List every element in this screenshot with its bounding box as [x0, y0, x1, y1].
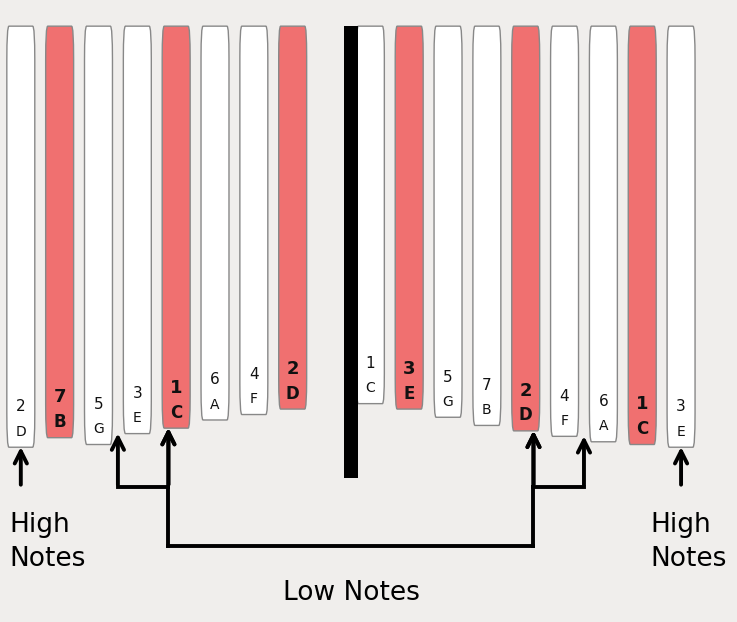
FancyBboxPatch shape: [357, 26, 384, 404]
Text: 7: 7: [53, 389, 66, 406]
Text: 6: 6: [210, 372, 220, 388]
Text: Notes: Notes: [9, 546, 85, 572]
Text: F: F: [561, 414, 568, 428]
FancyBboxPatch shape: [85, 26, 113, 445]
Bar: [343, 26, 358, 478]
FancyBboxPatch shape: [7, 26, 35, 447]
Text: B: B: [482, 403, 492, 417]
FancyBboxPatch shape: [628, 26, 656, 445]
Text: B: B: [53, 413, 66, 431]
Text: 3: 3: [676, 399, 686, 414]
Text: C: C: [366, 381, 375, 395]
Text: 1: 1: [170, 379, 183, 397]
Text: 2: 2: [520, 382, 532, 399]
Text: 3: 3: [133, 386, 142, 401]
Text: G: G: [443, 395, 453, 409]
Text: C: C: [636, 420, 649, 438]
Text: A: A: [598, 419, 608, 434]
Text: 1: 1: [636, 395, 649, 413]
Text: D: D: [286, 384, 299, 402]
FancyBboxPatch shape: [551, 26, 579, 436]
Text: E: E: [677, 425, 685, 439]
Text: G: G: [93, 422, 104, 436]
FancyBboxPatch shape: [667, 26, 695, 447]
FancyBboxPatch shape: [590, 26, 618, 442]
Text: 1: 1: [366, 356, 375, 371]
Text: E: E: [404, 384, 415, 402]
Text: 4: 4: [249, 367, 259, 382]
FancyBboxPatch shape: [162, 26, 190, 428]
Text: 5: 5: [94, 397, 103, 412]
Text: High: High: [650, 513, 710, 538]
FancyBboxPatch shape: [279, 26, 307, 409]
FancyBboxPatch shape: [434, 26, 462, 417]
Text: A: A: [210, 397, 220, 412]
Text: High: High: [9, 513, 70, 538]
FancyBboxPatch shape: [46, 26, 74, 438]
Text: Low Notes: Low Notes: [282, 580, 419, 606]
Text: 4: 4: [559, 389, 570, 404]
FancyBboxPatch shape: [240, 26, 268, 414]
FancyBboxPatch shape: [473, 26, 501, 425]
Text: D: D: [15, 425, 27, 439]
Text: C: C: [170, 404, 182, 422]
Text: F: F: [250, 392, 258, 406]
FancyBboxPatch shape: [511, 26, 539, 431]
Text: 2: 2: [287, 360, 299, 378]
Text: 2: 2: [16, 399, 26, 414]
Text: E: E: [133, 411, 142, 425]
Text: D: D: [519, 406, 533, 424]
FancyBboxPatch shape: [201, 26, 229, 420]
Text: Notes: Notes: [650, 546, 727, 572]
FancyBboxPatch shape: [395, 26, 423, 409]
FancyBboxPatch shape: [123, 26, 151, 434]
Text: 3: 3: [403, 360, 416, 378]
Text: 5: 5: [443, 369, 453, 384]
Text: 7: 7: [482, 378, 492, 392]
Text: 6: 6: [598, 394, 608, 409]
